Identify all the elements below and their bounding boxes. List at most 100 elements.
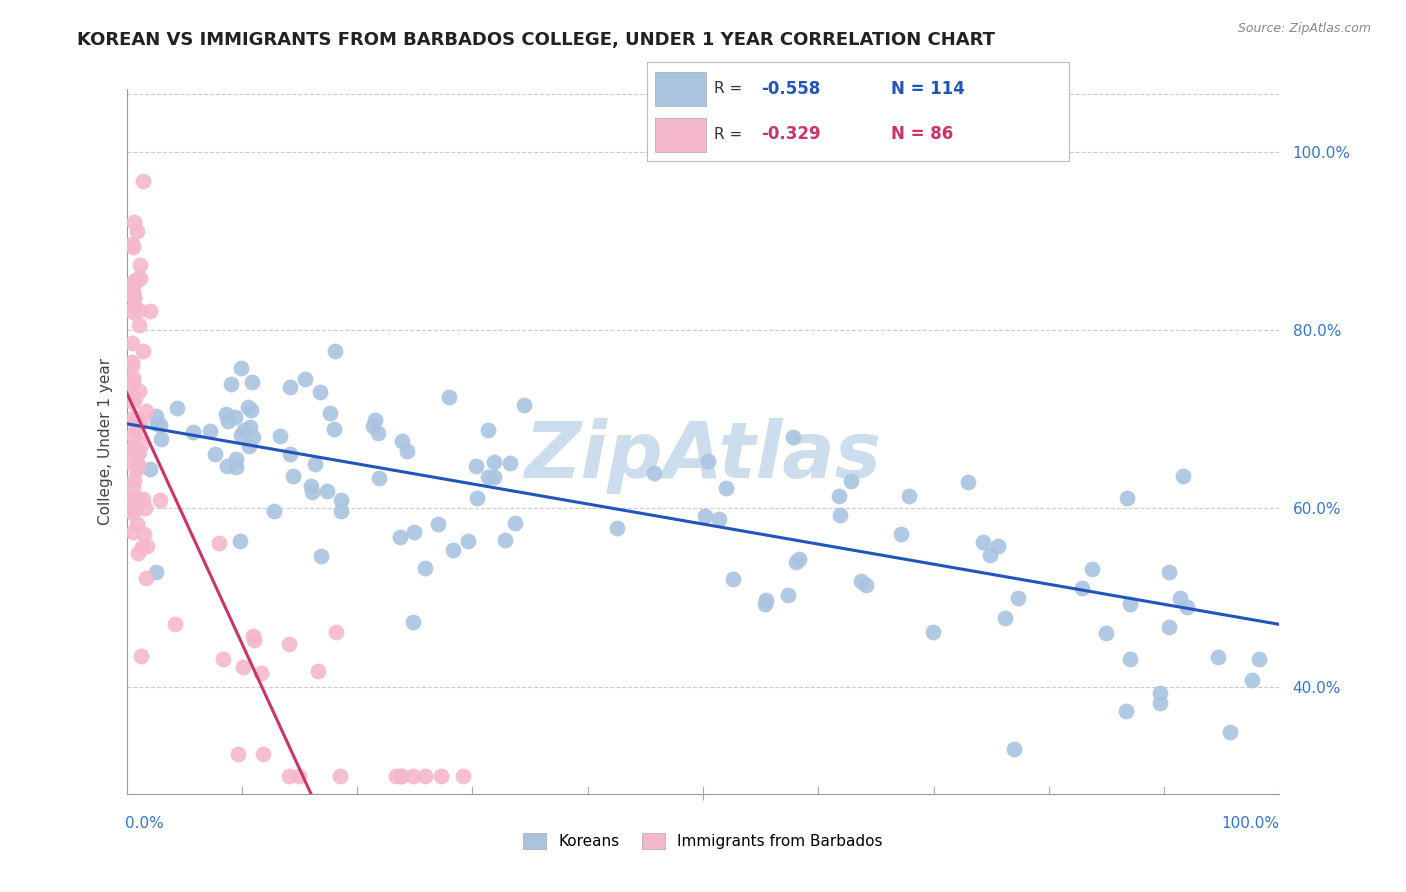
Text: KOREAN VS IMMIGRANTS FROM BARBADOS COLLEGE, UNDER 1 YEAR CORRELATION CHART: KOREAN VS IMMIGRANTS FROM BARBADOS COLLE…	[77, 31, 995, 49]
Text: R =: R =	[714, 127, 748, 142]
Point	[329, 493, 352, 508]
Point	[441, 543, 464, 558]
Point	[229, 361, 252, 376]
Point	[426, 517, 449, 532]
Point	[129, 649, 152, 664]
Point	[465, 458, 488, 473]
Point	[136, 540, 159, 554]
Point	[208, 536, 231, 550]
Point	[122, 395, 145, 409]
Point	[122, 240, 145, 254]
Point	[149, 493, 172, 508]
Point	[121, 305, 143, 319]
Point	[128, 302, 150, 317]
Point	[250, 666, 273, 681]
Point	[127, 546, 149, 560]
Point	[278, 380, 301, 394]
Point	[121, 370, 143, 384]
Point	[121, 480, 143, 494]
Point	[1119, 651, 1142, 665]
Point	[477, 470, 499, 484]
Point	[304, 457, 326, 471]
Point	[122, 416, 145, 430]
Point	[388, 530, 411, 544]
Point	[465, 491, 488, 506]
Point	[415, 769, 437, 783]
Point	[1241, 673, 1264, 687]
Point	[121, 506, 143, 520]
Point	[855, 578, 877, 592]
Point	[215, 407, 238, 421]
Point	[122, 491, 145, 505]
Point	[288, 769, 311, 783]
Point	[125, 423, 148, 437]
Point	[226, 747, 249, 761]
Point	[134, 526, 156, 541]
Point	[127, 458, 149, 472]
Point	[1007, 591, 1029, 605]
Point	[323, 422, 346, 436]
Point	[135, 403, 157, 417]
Point	[239, 420, 262, 434]
Point	[204, 447, 226, 461]
Point	[121, 359, 143, 373]
Point	[122, 277, 145, 291]
Point	[127, 224, 149, 238]
Point	[131, 174, 153, 188]
Point	[301, 485, 323, 500]
Point	[494, 533, 516, 548]
Point	[146, 417, 169, 431]
Point	[131, 343, 153, 358]
Point	[211, 651, 233, 665]
Point	[755, 592, 778, 607]
Point	[294, 372, 316, 386]
Point	[132, 491, 155, 506]
Point	[695, 508, 717, 523]
Point	[121, 491, 143, 506]
Point	[329, 504, 352, 518]
Point	[395, 444, 418, 458]
Point	[128, 318, 150, 333]
Point	[122, 410, 145, 425]
Point	[1071, 581, 1094, 595]
Point	[278, 638, 301, 652]
Point	[1219, 725, 1241, 739]
Point	[979, 548, 1001, 562]
Point	[319, 406, 342, 420]
Point	[145, 565, 167, 579]
FancyBboxPatch shape	[655, 72, 706, 105]
Point	[402, 769, 425, 783]
Point	[325, 625, 347, 640]
Point	[121, 285, 143, 300]
Point	[135, 571, 157, 585]
Point	[714, 481, 737, 495]
Point	[1119, 597, 1142, 611]
Point	[239, 403, 262, 417]
Point	[851, 574, 873, 588]
Point	[1095, 625, 1118, 640]
Point	[124, 291, 146, 305]
Text: N = 86: N = 86	[891, 125, 953, 143]
Point	[1206, 650, 1229, 665]
Point	[1115, 704, 1137, 718]
Point	[316, 483, 339, 498]
Point	[263, 504, 285, 518]
Point	[128, 271, 150, 285]
Point	[217, 414, 239, 428]
Point	[122, 300, 145, 314]
Point	[785, 555, 807, 569]
Point	[437, 390, 460, 404]
Point	[131, 435, 153, 450]
Point	[122, 215, 145, 229]
Point	[897, 489, 920, 503]
Point	[121, 427, 143, 442]
Point	[280, 447, 302, 461]
Point	[994, 611, 1017, 625]
Point	[149, 418, 172, 433]
Point	[122, 473, 145, 487]
Point	[134, 501, 156, 516]
Point	[129, 415, 152, 429]
Point	[957, 475, 980, 489]
Point	[606, 521, 628, 535]
Text: Source: ZipAtlas.com: Source: ZipAtlas.com	[1237, 22, 1371, 36]
